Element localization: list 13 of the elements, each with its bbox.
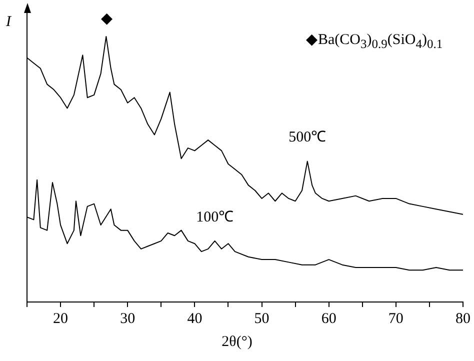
x-axis-title: 2θ(°) [220,334,254,351]
x-tick-label: 40 [187,310,202,327]
x-tick-label: 30 [120,310,136,327]
x-tick-label: 80 [456,310,470,327]
x-tick-label: 60 [321,310,336,327]
annotation: ◆Ba(CO$_{3}$)$_{0.9}$(SiO$_{4}$)$_{0.1}$ [306,31,443,52]
series-label: 100℃ [196,209,234,226]
series-label: 500℃ [288,130,326,146]
x-tick-label: 20 [53,310,68,327]
text: ◆ [101,10,114,28]
x-tick-label: 70 [388,310,404,327]
x-tick-label: 50 [254,310,270,327]
y-axis-title: I [6,14,11,31]
